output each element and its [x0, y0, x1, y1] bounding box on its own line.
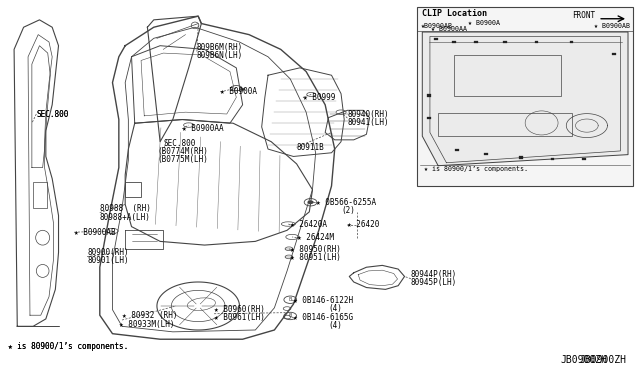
Text: ★ B0961(LH): ★ B0961(LH) — [214, 313, 265, 322]
Text: ★ B0900AB: ★ B0900AB — [74, 228, 116, 237]
Text: ★ is 80900/1’s components.: ★ is 80900/1’s components. — [8, 342, 128, 351]
Text: SEC.800: SEC.800 — [36, 109, 68, 119]
Ellipse shape — [240, 88, 245, 90]
Bar — [455, 149, 459, 151]
Text: B: B — [289, 297, 292, 302]
Text: 80988  (RH): 80988 (RH) — [100, 203, 150, 213]
Text: ★ 0B146-6122H: ★ 0B146-6122H — [293, 296, 353, 305]
Text: JB0900ZH: JB0900ZH — [560, 355, 607, 365]
Text: (4): (4) — [328, 321, 342, 330]
Text: ★ is 80900/1’s components.: ★ is 80900/1’s components. — [424, 166, 527, 172]
Text: ★ B0900A: ★ B0900A — [468, 20, 500, 26]
Text: 80944P(RH): 80944P(RH) — [411, 270, 457, 279]
Bar — [519, 157, 523, 159]
Polygon shape — [422, 32, 628, 166]
Bar — [438, 113, 572, 136]
Bar — [33, 182, 47, 208]
Bar — [534, 41, 538, 44]
Text: ★ 26424M: ★ 26424M — [296, 233, 333, 242]
Text: 80911B: 80911B — [296, 143, 324, 152]
Text: ★ B0900AA: ★ B0900AA — [182, 124, 224, 133]
Bar — [427, 94, 431, 97]
Text: 809B6N(LH): 809B6N(LH) — [197, 51, 243, 60]
Text: 80945P(LH): 80945P(LH) — [411, 278, 457, 287]
Text: ★ B0900AB: ★ B0900AB — [594, 23, 630, 29]
Bar — [550, 158, 554, 160]
Text: ★ is 80900/1’s components.: ★ is 80900/1’s components. — [8, 342, 128, 351]
Text: ★ B0999: ★ B0999 — [303, 93, 335, 102]
Text: ★ 80951(LH): ★ 80951(LH) — [291, 253, 341, 262]
Bar — [125, 182, 141, 197]
Bar — [454, 55, 561, 96]
Text: 80900(RH): 80900(RH) — [87, 248, 129, 257]
Text: CLIP Location: CLIP Location — [422, 9, 487, 18]
Text: ★ 0B146-6165G: ★ 0B146-6165G — [293, 313, 353, 322]
Text: 80901(LH): 80901(LH) — [87, 256, 129, 265]
Text: (4): (4) — [328, 304, 342, 313]
Text: ★ B0900A: ★ B0900A — [220, 87, 257, 96]
Text: (B0774M(RH): (B0774M(RH) — [157, 147, 208, 156]
Text: ★ 80932 (RH): ★ 80932 (RH) — [122, 311, 177, 320]
Bar — [435, 38, 438, 40]
Text: FRONT: FRONT — [572, 10, 595, 20]
Text: (2): (2) — [341, 206, 355, 215]
Text: 80988+A(LH): 80988+A(LH) — [100, 213, 150, 222]
Circle shape — [307, 201, 314, 204]
Bar — [452, 41, 456, 44]
Text: JB0900ZH: JB0900ZH — [579, 355, 626, 365]
Text: (B0775M(LH): (B0775M(LH) — [157, 155, 208, 164]
Text: ★ 26420: ★ 26420 — [348, 220, 380, 229]
Text: 809B6M(RH): 809B6M(RH) — [197, 43, 243, 52]
Text: 80941(LH): 80941(LH) — [348, 118, 389, 126]
Text: ★ 80933M(LH): ★ 80933M(LH) — [119, 320, 174, 328]
Text: 80940(RH): 80940(RH) — [348, 109, 389, 119]
Bar — [417, 7, 633, 186]
Text: SEC.800: SEC.800 — [36, 109, 68, 119]
Bar — [582, 158, 586, 160]
Text: ★B0900AB: ★B0900AB — [420, 23, 452, 29]
Bar — [503, 41, 507, 44]
Text: ★ 80950(RH): ★ 80950(RH) — [291, 245, 341, 254]
Bar — [570, 41, 573, 44]
Bar — [484, 153, 488, 155]
Text: ★ B0900AA: ★ B0900AA — [431, 26, 467, 32]
Bar — [612, 53, 616, 55]
Text: ★ B0960(RH): ★ B0960(RH) — [214, 305, 265, 314]
Bar — [474, 41, 478, 44]
Text: ★ 26420A: ★ 26420A — [291, 220, 327, 229]
Text: B: B — [289, 314, 292, 318]
Bar — [427, 116, 431, 119]
Text: ★ 0B566-6255A: ★ 0B566-6255A — [316, 198, 376, 207]
Text: SEC.800: SEC.800 — [163, 139, 196, 148]
